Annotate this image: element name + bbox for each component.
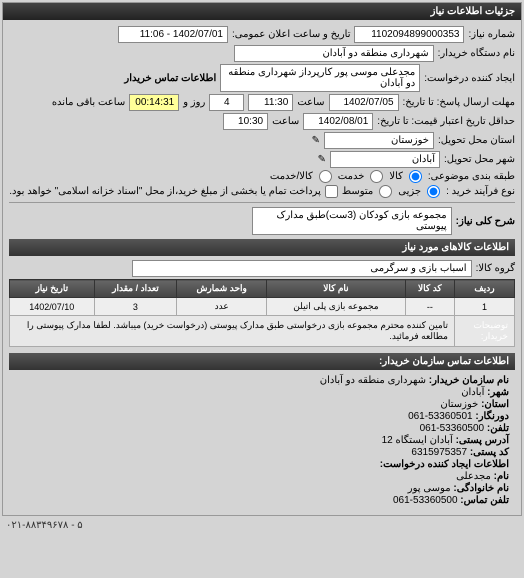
desc-field: مجموعه بازی کودکان (3ست)طبق مدارک پیوستی [252, 207, 452, 235]
creator-field: مجدعلی موسی پور کارپرداز شهرداری منطقه د… [220, 64, 420, 92]
c-fax-label: دورنگار: [475, 411, 509, 422]
note-text-cell: تامین کننده محترم مجموعه بازی درخواستی ط… [10, 316, 455, 347]
budget-type-label: طبقه بندی موضوعی: [428, 171, 515, 182]
c-zip: 6315975357 [411, 447, 467, 458]
c-creator-title: اطلاعات ایجاد کننده درخواست: [380, 459, 509, 470]
note-row: توضیحات خریدار: تامین کننده محترم مجموعه… [10, 316, 515, 347]
delivery-prov-field: خوزستان [324, 132, 434, 149]
goods-group-label: گروه کالا: [476, 263, 515, 274]
c-prov-label: استان: [481, 399, 509, 410]
validity-time-field: 10:30 [223, 113, 268, 130]
goods-section-title: اطلاعات کالاهای مورد نیاز [9, 239, 515, 256]
c-org-label: نام سازمان خریدار: [429, 375, 509, 386]
th-date: تاریخ نیاز [10, 280, 95, 298]
opt-goods-radio[interactable] [409, 170, 422, 183]
c-org: شهرداری منطقه دو آبادان [320, 375, 426, 386]
th-unit: واحد شمارش [177, 280, 267, 298]
c-cphone-label: تلفن تماس: [460, 495, 509, 506]
td-unit: عدد [177, 298, 267, 316]
opt-medium-label: متوسط [342, 186, 373, 197]
c-prov: خوزستان [440, 399, 478, 410]
days-label: روز و [183, 97, 205, 108]
validity-date-field: 1402/08/01 [303, 113, 373, 130]
td-date: 1402/07/10 [10, 298, 95, 316]
creator-label: ایجاد کننده درخواست: [424, 73, 515, 84]
c-lname: موسی پور [408, 483, 451, 494]
buyer-contact-link[interactable]: اطلاعات تماس خریدار [124, 73, 216, 84]
c-name-label: نام: [494, 471, 509, 482]
opt-partial-radio[interactable] [427, 185, 440, 198]
c-lname-label: نام خانوادگی: [453, 483, 509, 494]
opt-medium-radio[interactable] [379, 185, 392, 198]
c-city-label: شهر: [487, 387, 509, 398]
req-no-label: شماره نیاز: [468, 29, 515, 40]
contact-block: نام سازمان خریدار: شهرداری منطقه دو آباد… [9, 370, 515, 511]
edit-icon[interactable]: ✎ [308, 135, 320, 147]
goods-table: ردیف کد کالا نام کالا واحد شمارش تعداد /… [9, 279, 515, 347]
th-code: کد کالا [405, 280, 454, 298]
c-addr-label: آدرس پستی: [456, 435, 509, 446]
opt-goods-label: کالا [389, 171, 403, 182]
opt-both-radio[interactable] [319, 170, 332, 183]
proc-note-label: پرداخت تمام یا بخشی از مبلغ خرید،از محل … [9, 186, 321, 197]
footer-number: ۰۲۱-۸۸۳۴۹۶۷۸ - ۵ [0, 518, 524, 533]
desc-label: شرح کلی نیاز: [456, 216, 515, 227]
remain-time-field: 00:14:31 [129, 94, 179, 111]
th-qty: تعداد / مقدار [94, 280, 177, 298]
td-qty: 3 [94, 298, 177, 316]
delivery-prov-label: استان محل تحویل: [438, 135, 515, 146]
pub-date-label: تاریخ و ساعت اعلان عمومی: [232, 29, 351, 40]
pub-date-field: 1402/07/01 - 11:06 [118, 26, 228, 43]
delivery-city-label: شهر محل تحویل: [444, 154, 515, 165]
td-name: مجموعه بازی پلی اتیلن [267, 298, 406, 316]
c-name: مجدعلی [456, 471, 491, 482]
td-row: 1 [455, 298, 515, 316]
opt-partial-label: جزیی [398, 186, 421, 197]
panel-title: جزئیات اطلاعات نیاز [3, 3, 521, 20]
c-fax: 53360501-061 [408, 411, 473, 422]
contact-title: اطلاعات تماس سازمان خریدار: [9, 353, 515, 370]
c-addr: آبادان ایستگاه 12 [382, 435, 453, 446]
time-label-2: ساعت [272, 116, 299, 127]
proc-type-label: نوع فرآیند خرید : [446, 186, 515, 197]
time-label-1: ساعت [297, 97, 324, 108]
proc-note-check[interactable] [325, 185, 338, 198]
c-phone-label: تلفن: [487, 423, 509, 434]
validity-label: حداقل تاریخ اعتبار قیمت: تا تاریخ: [377, 116, 515, 127]
buyer-org-field: شهرداری منطقه دو آبادان [234, 45, 434, 62]
opt-service-radio[interactable] [370, 170, 383, 183]
opt-both-label: کالا/خدمت [270, 171, 313, 182]
td-code: -- [405, 298, 454, 316]
c-city: آبادان [461, 387, 484, 398]
c-cphone: 53360500-061 [393, 495, 458, 506]
th-name: نام کالا [267, 280, 406, 298]
goods-group-field: اسباب بازی و سرگرمی [132, 260, 472, 277]
deadline-label: مهلت ارسال پاسخ: تا تاریخ: [403, 97, 515, 108]
delivery-city-field: آبادان [330, 151, 440, 168]
c-zip-label: کد پستی: [470, 447, 509, 458]
deadline-date-field: 1402/07/05 [329, 94, 399, 111]
edit-icon[interactable]: ✎ [314, 154, 326, 166]
req-no-field: 1102094899000353 [354, 26, 464, 43]
days-field: 4 [209, 94, 244, 111]
table-row: 1 -- مجموعه بازی پلی اتیلن عدد 3 1402/07… [10, 298, 515, 316]
buyer-org-label: نام دستگاه خریدار: [438, 48, 515, 59]
th-row: ردیف [455, 280, 515, 298]
deadline-time-field: 11:30 [248, 94, 293, 111]
c-phone: 53360500-061 [420, 423, 485, 434]
note-label-cell: توضیحات خریدار: [455, 316, 515, 347]
remain-label: ساعت باقی مانده [52, 97, 125, 108]
opt-service-label: خدمت [338, 171, 365, 182]
